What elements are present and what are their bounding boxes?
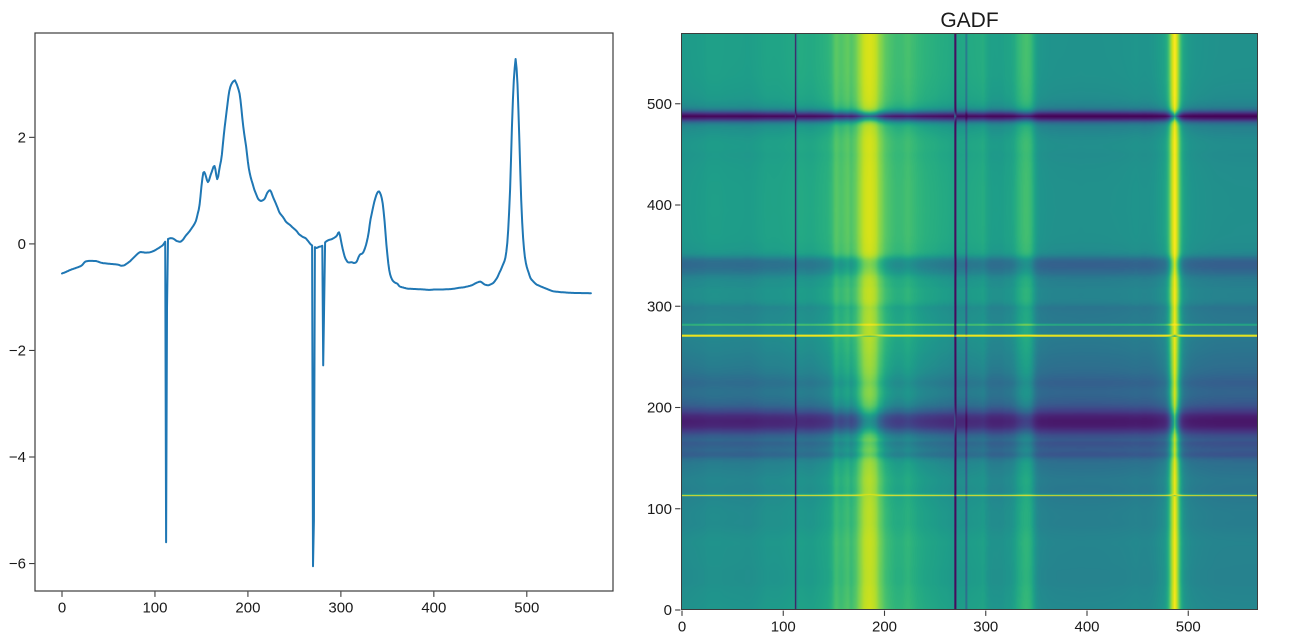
svg-text:400: 400 [421,600,446,617]
svg-text:−2: −2 [9,343,26,360]
svg-text:0: 0 [664,602,672,619]
svg-text:100: 100 [647,501,672,518]
svg-text:100: 100 [771,619,796,636]
svg-text:200: 200 [647,400,672,417]
svg-text:300: 300 [973,619,998,636]
svg-text:500: 500 [1176,619,1201,636]
svg-text:0: 0 [678,619,686,636]
svg-text:0: 0 [58,600,66,617]
svg-text:500: 500 [647,96,672,113]
svg-text:100: 100 [142,600,167,617]
svg-text:−6: −6 [9,556,26,573]
svg-text:2: 2 [18,130,26,147]
svg-text:200: 200 [872,619,897,636]
svg-text:−4: −4 [9,449,26,466]
svg-text:300: 300 [647,298,672,315]
svg-text:300: 300 [328,600,353,617]
svg-text:400: 400 [1074,619,1099,636]
svg-text:0: 0 [18,236,26,253]
svg-text:GADF: GADF [940,9,998,32]
svg-text:200: 200 [235,600,260,617]
svg-text:500: 500 [514,600,539,617]
svg-text:400: 400 [647,197,672,214]
